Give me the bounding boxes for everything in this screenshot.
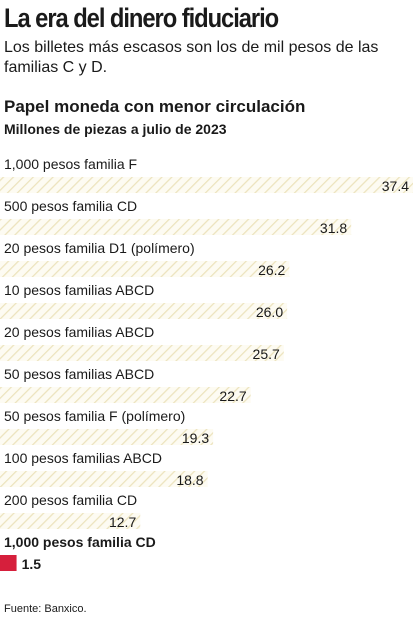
page-title: La era del dinero fiduciario [4,3,279,33]
value-label: 22.7 [219,388,246,404]
value-label: 1.5 [22,556,42,572]
bar [0,219,352,235]
chart-title: Papel moneda con menor circulación [4,97,306,116]
page-subtitle: Los billetes más escasos son los de mil … [4,39,379,76]
category-label: 500 pesos familia CD [4,198,137,214]
source-note: Fuente: Banxico. [4,603,87,615]
bar [0,261,290,277]
value-label: 26.0 [256,304,283,320]
value-label: 37.4 [382,178,409,194]
category-label: 100 pesos familias ABCD [4,450,162,466]
value-label: 12.7 [109,514,136,530]
value-label: 26.2 [258,262,285,278]
chart-subtitle: Millones de piezas a julio de 2023 [4,121,227,137]
bar [0,429,214,445]
category-label: 20 pesos familias ABCD [4,324,154,340]
bar-chart: 1,000 pesos familia F 37.4 500 pesos famil… [0,156,413,572]
bar [0,513,141,529]
bar [0,345,284,361]
category-label: 20 pesos familia D1 (polímero) [4,240,195,256]
value-label: 18.8 [176,472,203,488]
bar [0,177,413,193]
bar [0,555,17,571]
category-label: 10 pesos familias ABCD [4,282,154,298]
value-label: 31.8 [320,220,347,236]
category-label: 50 pesos familias ABCD [4,366,154,382]
category-label: 1,000 pesos familia F [4,156,137,172]
value-label: 19.3 [182,430,209,446]
category-label: 50 pesos familia F (polímero) [4,408,185,424]
bar [0,387,251,403]
category-label: 1,000 pesos familia CD [4,534,156,550]
category-label: 200 pesos familia CD [4,492,137,508]
bar [0,303,288,319]
bar [0,471,208,487]
value-label: 25.7 [253,346,280,362]
